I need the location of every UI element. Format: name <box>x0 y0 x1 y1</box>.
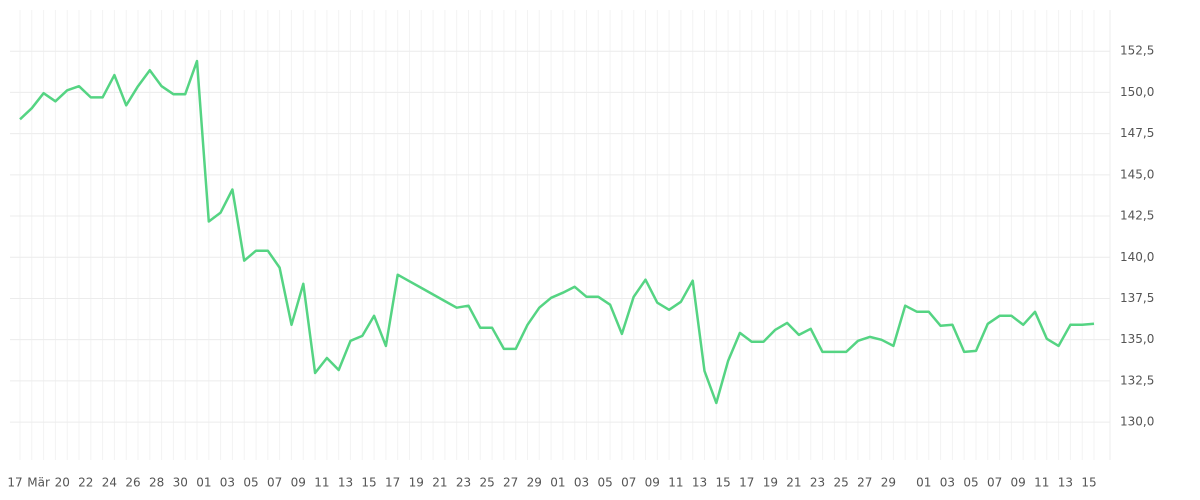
x-tick-label: 11 <box>314 476 329 490</box>
x-tick-label: 29 <box>527 476 542 490</box>
x-tick-label: 25 <box>479 476 494 490</box>
x-tick-label: 28 <box>149 476 164 490</box>
x-tick-label: 17 <box>385 476 400 490</box>
x-tick-label: 09 <box>1011 476 1026 490</box>
x-tick-label: 29 <box>881 476 896 490</box>
x-tick-label: 17 <box>739 476 754 490</box>
x-tick-label: 05 <box>243 476 258 490</box>
x-tick-label: 27 <box>857 476 872 490</box>
x-tick-label: 07 <box>987 476 1002 490</box>
x-tick-label: 01 <box>550 476 565 490</box>
x-tick-label: 03 <box>574 476 589 490</box>
x-tick-label: 05 <box>963 476 978 490</box>
y-tick-label: 147,5 <box>1120 126 1154 140</box>
x-tick-label: 11 <box>668 476 683 490</box>
x-tick-label: 27 <box>503 476 518 490</box>
x-tick-label: Mär <box>27 476 50 490</box>
y-tick-label: 137,5 <box>1120 291 1154 305</box>
x-tick-label: 23 <box>810 476 825 490</box>
y-tick-label: 152,5 <box>1120 44 1154 58</box>
x-tick-label: 11 <box>1034 476 1049 490</box>
x-tick-label: 03 <box>940 476 955 490</box>
y-tick-label: 135,0 <box>1120 332 1154 346</box>
x-tick-label: 01 <box>196 476 211 490</box>
x-tick-label: 26 <box>125 476 140 490</box>
x-tick-label: 19 <box>409 476 424 490</box>
x-tick-label: 09 <box>291 476 306 490</box>
x-tick-label: 24 <box>102 476 117 490</box>
x-tick-label: 19 <box>763 476 778 490</box>
x-tick-label: 17 <box>7 476 22 490</box>
x-tick-label: 21 <box>432 476 447 490</box>
x-tick-label: 01 <box>916 476 931 490</box>
x-tick-label: 07 <box>621 476 636 490</box>
x-tick-label: 13 <box>338 476 353 490</box>
x-tick-label: 30 <box>173 476 188 490</box>
x-tick-label: 15 <box>1081 476 1096 490</box>
x-tick-label: 22 <box>78 476 93 490</box>
x-tick-label: 13 <box>692 476 707 490</box>
y-tick-label: 142,5 <box>1120 209 1154 223</box>
y-tick-label: 132,5 <box>1120 373 1154 387</box>
x-tick-label: 15 <box>361 476 376 490</box>
price-line <box>19 59 1095 405</box>
x-tick-label: 07 <box>267 476 282 490</box>
x-tick-label: 15 <box>715 476 730 490</box>
x-tick-label: 20 <box>55 476 70 490</box>
x-tick-label: 13 <box>1058 476 1073 490</box>
y-tick-label: 150,0 <box>1120 85 1154 99</box>
x-tick-label: 05 <box>597 476 612 490</box>
y-tick-label: 140,0 <box>1120 250 1154 264</box>
x-tick-label: 23 <box>456 476 471 490</box>
y-tick-label: 145,0 <box>1120 167 1154 181</box>
x-tick-label: 03 <box>220 476 235 490</box>
x-tick-label: 21 <box>786 476 801 490</box>
y-tick-label: 130,0 <box>1120 415 1154 429</box>
x-tick-label: 09 <box>645 476 660 490</box>
x-tick-label: 25 <box>834 476 849 490</box>
